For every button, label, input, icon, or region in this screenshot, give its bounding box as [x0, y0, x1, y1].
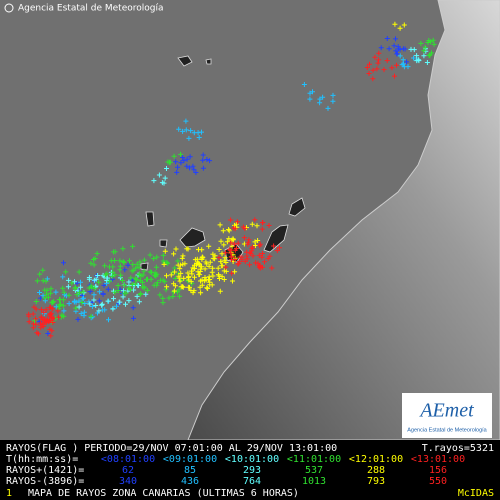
islands: [140, 55, 306, 271]
agency-header: Agencia Estatal de Meteorología: [18, 4, 164, 14]
strike-cluster: [165, 151, 184, 165]
legend-panel: [0, 440, 500, 500]
interval-label: <13:01:00: [411, 454, 465, 465]
legend-total: T.rayos=5321: [422, 443, 494, 454]
interval-label: <08:01:00: [101, 454, 155, 465]
legend-title: RAYOS(FLAG ) PERIODO=29/NOV 07:01:00 AL …: [6, 443, 337, 454]
strike-cluster: [151, 166, 169, 186]
strike-cluster: [26, 304, 62, 339]
footer-software: McIDAS: [458, 488, 494, 499]
row-value: 1013: [302, 476, 326, 487]
strike-cluster: [301, 82, 336, 111]
row-value: 550: [429, 476, 447, 487]
row-label: RAYOS-(3896)=: [6, 476, 84, 487]
strike-cluster: [228, 217, 272, 251]
logo-box: [402, 393, 492, 438]
row-value: 764: [243, 476, 261, 487]
header-icon: [4, 3, 14, 13]
strike-cluster: [32, 267, 94, 325]
strike-cluster: [392, 21, 407, 31]
lightning-strikes: [26, 21, 437, 339]
strike-cluster: [418, 37, 437, 58]
row-value: 62: [122, 465, 134, 476]
strike-cluster: [36, 295, 51, 336]
row-value: 156: [429, 465, 447, 476]
strike-cluster: [161, 242, 238, 296]
interval-label: <11:01:00: [287, 454, 341, 465]
interval-label: <12:01:00: [349, 454, 403, 465]
row-value: 537: [305, 465, 323, 476]
strike-cluster: [217, 221, 261, 248]
time-label: T(hh:mm:ss)=: [6, 454, 78, 465]
interval-label: <09:01:00: [163, 454, 217, 465]
row-value: 288: [367, 465, 385, 476]
strike-cluster: [216, 241, 282, 276]
row-value: 793: [367, 476, 385, 487]
strike-cluster: [364, 50, 399, 82]
row-value: 85: [184, 465, 196, 476]
interval-label: <10:01:00: [225, 454, 279, 465]
logo-subtitle: Agencia Estatal de Meteorología: [407, 427, 487, 433]
footer-title: MAPA DE RAYOS ZONA CANARIAS (ULTIMAS 6 H…: [28, 488, 299, 499]
strike-cluster: [88, 243, 195, 306]
footer-index: 1: [6, 488, 12, 499]
row-value: 293: [243, 465, 261, 476]
row-value: 340: [119, 476, 137, 487]
strike-cluster: [176, 118, 204, 141]
strike-cluster: [378, 36, 410, 65]
strike-cluster: [173, 152, 213, 175]
row-value: 436: [181, 476, 199, 487]
row-label: RAYOS+(1421)=: [6, 465, 84, 476]
logo-name: AEmet: [418, 400, 474, 422]
